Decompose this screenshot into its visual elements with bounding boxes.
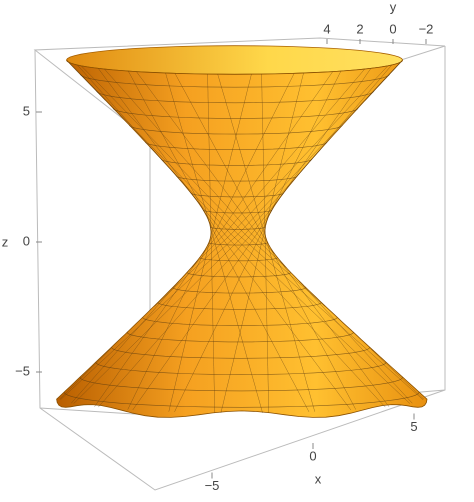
mesh-line [127,70,205,213]
mesh-line [63,392,420,408]
mesh-line [98,192,285,408]
mesh-line [96,90,375,104]
mesh-line [126,332,354,343]
mesh-line [150,148,411,404]
mesh-line [111,347,371,359]
mesh-line [210,226,266,230]
mesh-line [296,64,392,177]
mesh-line [168,242,210,412]
mesh-line [67,61,106,101]
y-tick-label: 0 [389,21,396,36]
mesh-line [278,68,372,201]
mesh-line [59,348,111,400]
mesh-line [112,107,359,119]
surface [56,45,428,418]
mesh-line [190,192,284,198]
mesh-line [176,175,298,182]
mesh-line [207,74,212,229]
box-edges [33,37,446,491]
mesh-line [154,65,388,307]
mesh-line [94,260,198,407]
z-axis-label: z [2,234,9,249]
mesh-line [202,71,333,254]
x-tick-label: 5 [410,419,417,434]
mesh-line [210,74,252,236]
y-tick-label: −2 [419,21,434,36]
mesh-line [208,220,310,413]
mesh-line [145,141,328,150]
mesh-line [279,260,390,407]
mesh-line [202,209,273,214]
mesh-line [71,281,180,404]
mesh-line [201,208,352,411]
x-tick-label: 0 [309,448,316,463]
mesh-line [191,68,365,268]
mesh-line [132,208,274,411]
mesh-line [81,65,326,307]
mesh-line [299,281,413,404]
mesh-line [104,68,286,268]
mesh-line [77,64,177,177]
mesh-line [261,74,266,229]
mesh-line [190,192,386,408]
mesh-line [79,73,390,88]
mesh-line [208,242,268,246]
mesh-line [174,73,268,244]
mesh-line [97,68,197,201]
mesh-line [365,61,402,101]
z-tick-label: −5 [15,363,30,378]
mesh-line [270,70,342,213]
mesh-line [95,362,387,375]
mesh-line [370,348,425,400]
mesh-line [136,71,275,254]
mesh-line [266,72,304,221]
mesh-line [127,249,206,410]
mesh-line [210,235,216,413]
mesh-line [208,73,295,244]
z-tick-label: 0 [23,233,30,248]
mesh-line [157,302,322,310]
mesh-line [68,62,424,400]
x-tick-label: −5 [205,478,220,493]
x-axis-label: x [315,471,322,486]
mesh-line [60,62,401,400]
mesh-line [73,148,322,404]
mesh-line [142,317,338,326]
mesh-line [210,228,263,413]
mesh-line [267,242,316,412]
mesh-line [165,72,209,221]
y-tick-label: 4 [323,21,330,36]
axes: z y x −5 0 5 4 2 0 −2 −5 0 5 [2,0,434,493]
mesh-line [217,74,266,236]
mesh-line [160,158,313,166]
mesh-line [264,235,270,413]
mesh-line [172,287,306,294]
mesh-line [199,257,278,262]
y-axis-label: y [390,0,397,14]
mesh-line [79,377,403,392]
mesh-line [271,249,357,410]
bounding-box [33,37,446,491]
y-tick-label: 2 [356,21,363,36]
mesh-line [186,272,292,278]
z-tick-label: 5 [23,103,30,118]
